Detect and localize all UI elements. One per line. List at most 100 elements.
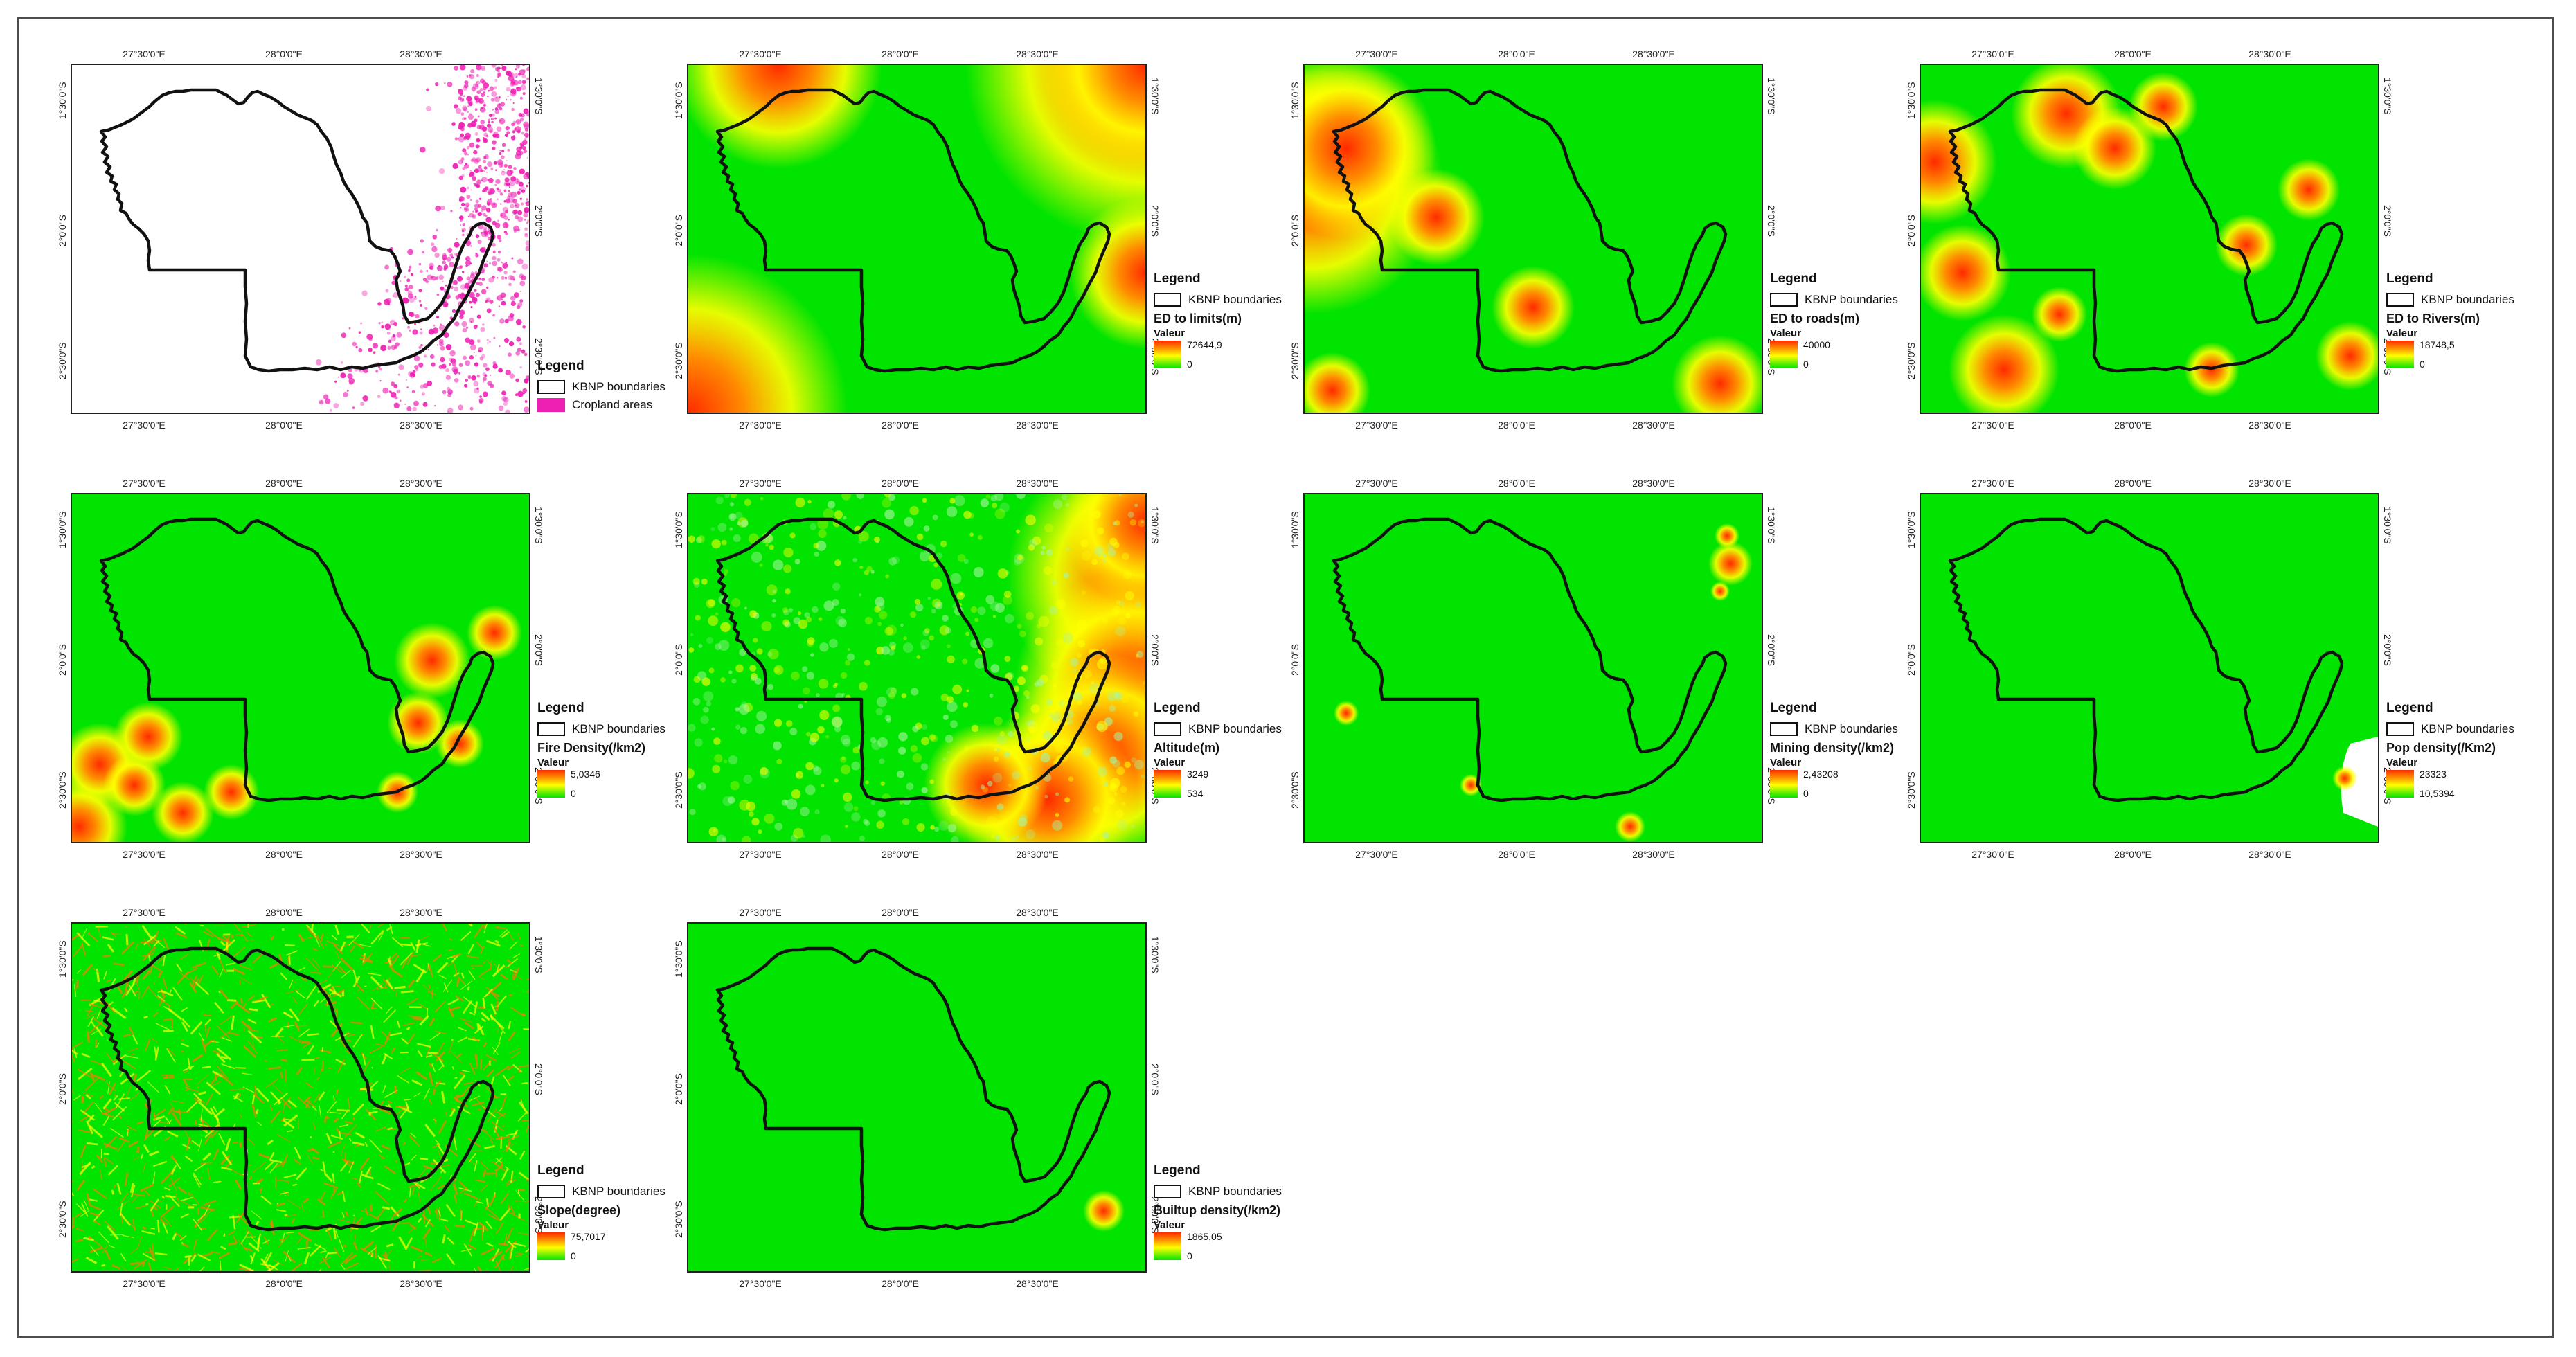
terrain-texture bbox=[807, 499, 812, 504]
cropland-patch bbox=[522, 325, 526, 329]
cropland-patch bbox=[405, 379, 407, 381]
terrain-texture bbox=[903, 636, 907, 640]
cropland-patch bbox=[503, 402, 508, 406]
cropland-patch bbox=[368, 348, 373, 352]
slope-texture bbox=[129, 1053, 135, 1056]
cropland-patch bbox=[375, 370, 379, 373]
terrain-texture bbox=[994, 602, 1005, 613]
terrain-texture bbox=[817, 726, 825, 734]
layer-title: Pop density(/Km2) bbox=[2386, 741, 2496, 755]
terrain-texture bbox=[714, 643, 722, 651]
terrain-texture bbox=[1017, 555, 1023, 561]
terrain-texture bbox=[1135, 654, 1139, 658]
slope-texture bbox=[476, 1266, 483, 1271]
cropland-patch bbox=[482, 323, 485, 326]
slope-texture bbox=[335, 1127, 341, 1135]
slope-texture bbox=[206, 1081, 222, 1095]
slope-texture bbox=[369, 1045, 383, 1054]
terrain-texture bbox=[864, 570, 869, 575]
cropland-patch bbox=[468, 73, 472, 77]
slope-texture bbox=[460, 980, 473, 990]
slope-texture bbox=[339, 1252, 354, 1266]
slope-texture bbox=[247, 1041, 258, 1054]
slope-texture bbox=[274, 1092, 288, 1106]
slope-texture bbox=[284, 1214, 288, 1216]
slope-texture bbox=[480, 1183, 488, 1192]
cropland-patch bbox=[478, 350, 481, 353]
slope-texture bbox=[141, 1261, 145, 1267]
slope-texture bbox=[149, 964, 154, 974]
slope-texture bbox=[496, 1111, 506, 1117]
color-ramp-swatch bbox=[2386, 341, 2414, 368]
cropland-patch bbox=[422, 277, 427, 282]
cropland-patch bbox=[393, 345, 397, 350]
cropland-patch bbox=[454, 137, 458, 141]
terrain-texture bbox=[1077, 640, 1086, 648]
slope-texture bbox=[503, 1232, 508, 1246]
terrain-texture bbox=[1012, 771, 1021, 780]
slope-texture bbox=[409, 1187, 411, 1198]
slope-texture bbox=[413, 1092, 422, 1097]
cropland-patch bbox=[407, 249, 413, 255]
cropland-patch bbox=[469, 300, 472, 304]
cropland-patch bbox=[478, 400, 483, 404]
slope-texture bbox=[287, 1255, 292, 1262]
slope-texture bbox=[141, 924, 153, 940]
terrain-texture bbox=[962, 658, 968, 665]
terrain-texture bbox=[947, 655, 955, 664]
slope-texture bbox=[105, 1250, 111, 1261]
terrain-texture bbox=[1004, 656, 1011, 663]
slope-texture bbox=[445, 1253, 456, 1266]
cropland-patch bbox=[516, 336, 521, 342]
slope-texture bbox=[474, 1179, 485, 1183]
valeur-label: Valeur bbox=[1770, 757, 1802, 769]
ramp-min-value: 0 bbox=[1187, 1250, 1192, 1261]
cropland-patch bbox=[347, 373, 353, 379]
map-panel-fire-density: 27°30'0"E 27°30'0"E 28°0'0"E 28°0'0"E 28°30'… bbox=[21, 457, 665, 886]
terrain-texture bbox=[819, 710, 830, 720]
legend: Legend KBNP boundaries Altitude(m) Valeur 32… bbox=[1154, 701, 1320, 800]
terrain-texture bbox=[945, 735, 954, 743]
cropland-patch bbox=[524, 233, 528, 236]
cropland-patch bbox=[519, 299, 524, 303]
terrain-texture bbox=[864, 616, 873, 625]
latitude-tick-label: 1°30'0"S bbox=[533, 936, 544, 973]
cropland-patch bbox=[449, 350, 456, 357]
slope-texture bbox=[251, 1210, 262, 1220]
cropland-patch bbox=[517, 73, 521, 76]
cropland-patch bbox=[494, 109, 499, 114]
cropland-patch bbox=[491, 147, 494, 150]
longitude-tick-label: 28°30'0"E bbox=[1016, 478, 1059, 489]
slope-texture bbox=[479, 1059, 483, 1070]
slope-texture bbox=[279, 1239, 285, 1242]
cropland-patch bbox=[458, 121, 465, 128]
longitude-tick-label: 27°30'0"E bbox=[123, 849, 166, 860]
boundary-symbol bbox=[1770, 722, 1798, 736]
slope-texture bbox=[151, 946, 156, 957]
slope-texture bbox=[508, 933, 515, 941]
slope-texture bbox=[175, 1232, 185, 1240]
boundary-symbol bbox=[1154, 1185, 1181, 1198]
terrain-texture bbox=[1118, 617, 1127, 625]
longitude-tick-label: 28°0'0"E bbox=[265, 48, 303, 60]
slope-texture bbox=[410, 942, 416, 951]
slope-texture bbox=[102, 1098, 112, 1110]
cropland-patch bbox=[508, 274, 514, 280]
slope-texture bbox=[391, 1047, 396, 1054]
terrain-texture bbox=[731, 678, 737, 684]
slope-texture bbox=[313, 999, 320, 1007]
cropland-patch bbox=[460, 187, 464, 190]
slope-texture bbox=[76, 969, 82, 974]
latitude-tick-label: 1°30'0"S bbox=[57, 82, 68, 119]
slope-texture bbox=[293, 1158, 301, 1165]
slope-texture bbox=[247, 1018, 257, 1025]
slope-texture bbox=[363, 1059, 371, 1072]
mining-hotspot bbox=[1715, 523, 1739, 548]
longitude-tick-label: 27°30'0"E bbox=[123, 420, 166, 431]
slope-texture bbox=[524, 1268, 529, 1270]
terrain-texture bbox=[749, 665, 757, 672]
terrain-texture bbox=[1113, 692, 1120, 698]
cropland-patch bbox=[494, 96, 500, 102]
slope-texture bbox=[389, 924, 393, 935]
slope-texture bbox=[211, 1130, 219, 1139]
